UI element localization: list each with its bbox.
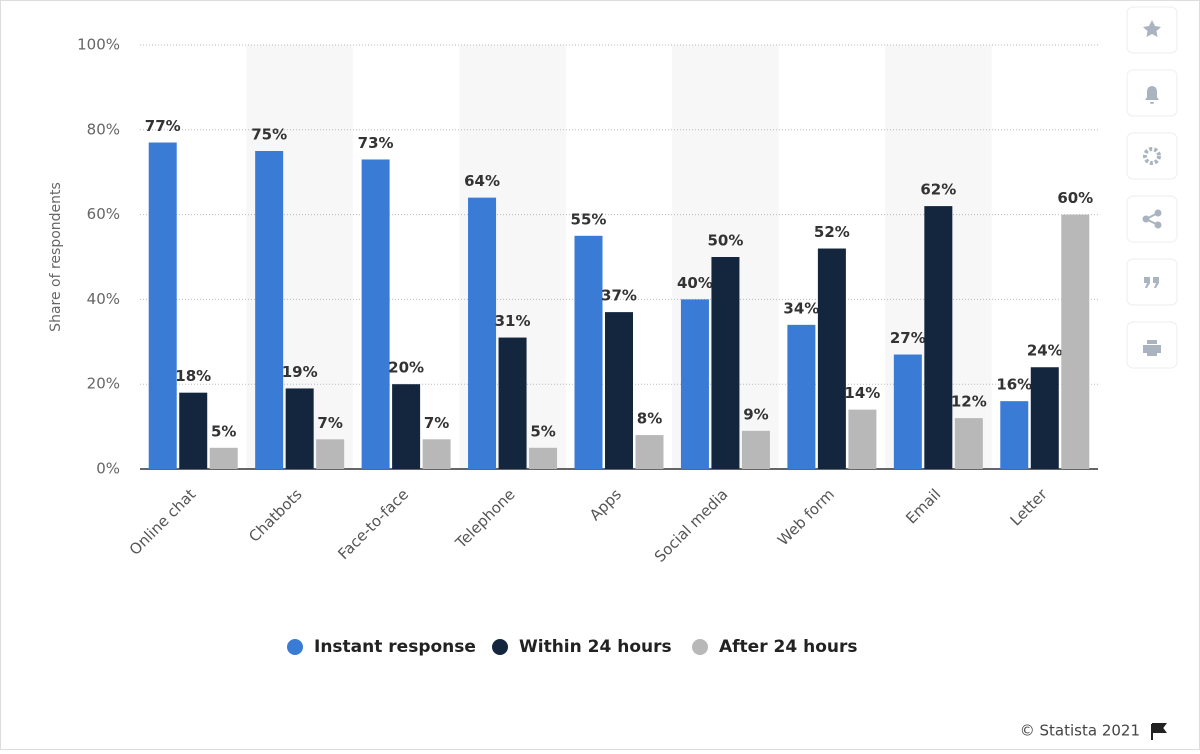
star-icon: [1143, 20, 1161, 37]
y-tick-label: 20%: [87, 375, 120, 393]
value-label: 75%: [251, 126, 287, 144]
value-label: 31%: [495, 312, 531, 330]
bar: [392, 384, 421, 469]
y-axis-label: Share of respondents: [48, 182, 64, 332]
bar: [1030, 367, 1059, 469]
value-label: 7%: [424, 414, 449, 432]
value-label: 64%: [464, 172, 500, 190]
bar: [711, 257, 740, 469]
bar: [848, 409, 877, 469]
value-label: 55%: [571, 210, 607, 228]
bar: [179, 392, 208, 469]
value-label: 73%: [358, 134, 394, 152]
bar: [316, 439, 345, 469]
bar: [635, 435, 664, 469]
legend-marker: [692, 639, 708, 655]
print-icon: [1143, 340, 1161, 356]
share-button[interactable]: [1126, 195, 1178, 243]
value-label: 37%: [601, 287, 637, 305]
value-label: 8%: [637, 410, 662, 428]
bar: [1000, 401, 1029, 469]
legend-label: Within 24 hours: [519, 637, 672, 657]
value-label: 24%: [1027, 342, 1063, 360]
value-label: 9%: [743, 405, 768, 423]
value-label: 20%: [388, 359, 424, 377]
bar: [209, 447, 238, 469]
bar: [1061, 214, 1090, 469]
share-dot: [1154, 221, 1162, 229]
bar: [529, 447, 558, 469]
value-label: 12%: [951, 393, 987, 411]
value-label: 62%: [920, 181, 956, 199]
bar: [924, 206, 953, 469]
legend-marker: [287, 639, 303, 655]
bar: [468, 197, 497, 469]
y-tick-label: 80%: [87, 120, 120, 138]
value-label: 77%: [145, 117, 181, 135]
y-tick-label: 100%: [77, 36, 120, 54]
legend-label: Instant response: [314, 637, 476, 657]
bar: [954, 418, 983, 469]
bar: [680, 299, 709, 469]
flag-icon[interactable]: [1151, 723, 1167, 740]
bar: [574, 235, 603, 469]
legend-marker: [492, 639, 508, 655]
value-label: 40%: [677, 274, 713, 292]
value-label: 60%: [1057, 189, 1093, 207]
bell-icon: [1145, 86, 1159, 104]
value-label: 27%: [890, 329, 926, 347]
value-label: 18%: [175, 367, 211, 385]
bar: [285, 388, 314, 469]
bar: [741, 430, 770, 469]
value-label: 7%: [317, 414, 342, 432]
settings-button[interactable]: [1126, 132, 1178, 180]
legend-label: After 24 hours: [719, 637, 857, 657]
share-dot: [1154, 209, 1162, 217]
y-tick-label: 40%: [87, 290, 120, 308]
y-tick-label: 60%: [87, 205, 120, 223]
share-dot: [1142, 215, 1150, 223]
y-tick-label: 0%: [96, 460, 120, 478]
credit: © Statista 2021: [1020, 722, 1140, 740]
bar: [787, 324, 816, 469]
value-label: 5%: [530, 422, 555, 440]
sidebar: [1126, 6, 1178, 369]
bar: [605, 312, 633, 469]
cite-button[interactable]: [1126, 258, 1178, 306]
bar: [148, 142, 177, 469]
bar: [255, 151, 284, 469]
value-label: 14%: [844, 384, 880, 402]
value-label: 19%: [282, 363, 318, 381]
bar: [422, 439, 451, 469]
value-label: 52%: [814, 223, 850, 241]
bar: [361, 159, 390, 470]
bar: [893, 354, 922, 469]
value-label: 34%: [783, 299, 819, 317]
bar: [817, 248, 846, 469]
value-label: 16%: [996, 376, 1032, 394]
gear-icon: [1143, 147, 1161, 165]
bar: [498, 337, 527, 469]
value-label: 5%: [211, 422, 236, 440]
quote-icon: [1144, 277, 1159, 288]
value-label: 50%: [707, 232, 743, 250]
